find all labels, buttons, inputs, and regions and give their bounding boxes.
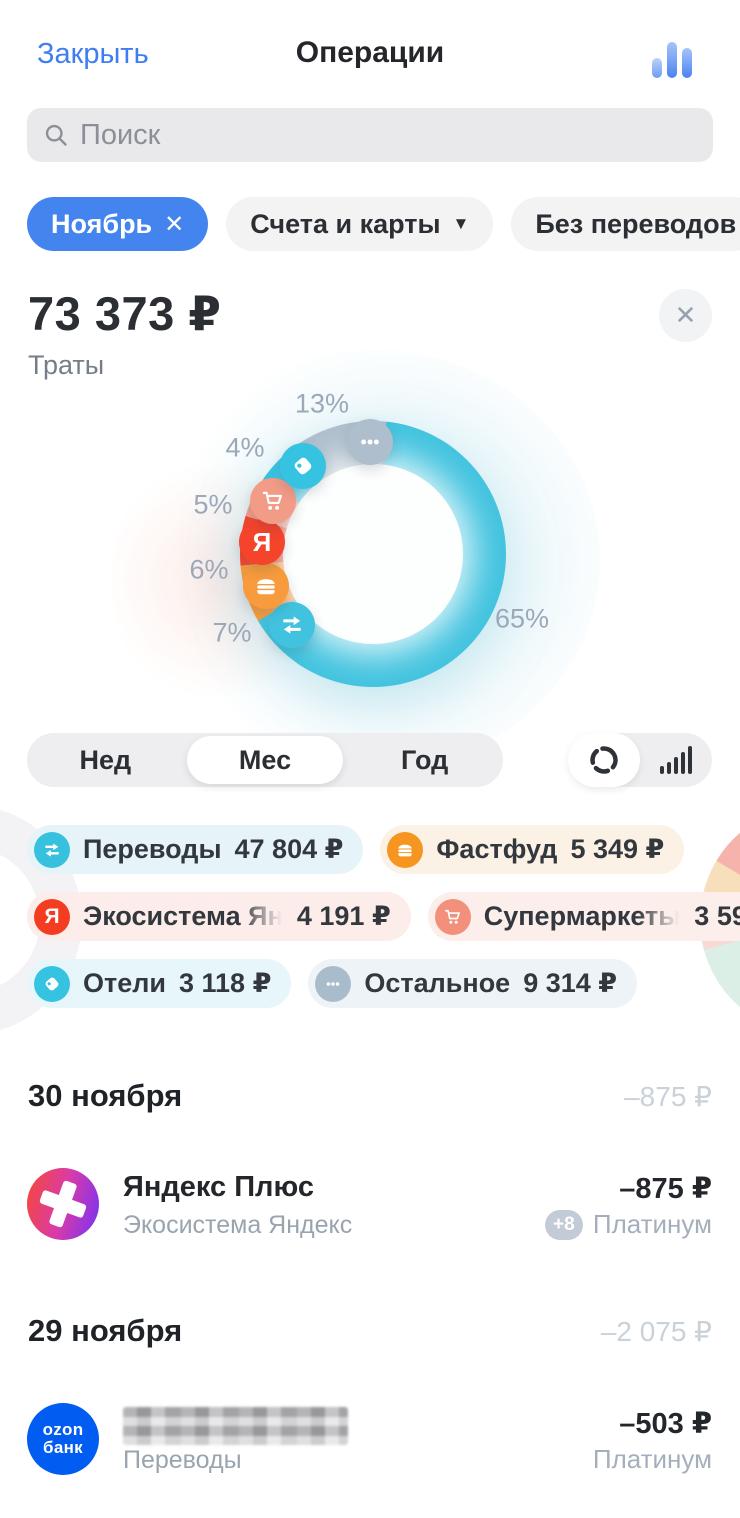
category-chip-transfers[interactable]: Переводы 47 804 ₽ — [27, 825, 364, 874]
donut-chart-icon — [588, 744, 620, 776]
ozon-bank-logo: ozon банк — [27, 1403, 99, 1475]
close-analytics-button[interactable]: ✕ — [659, 289, 712, 342]
date-label: 30 ноября — [28, 1078, 183, 1113]
date-total: –2 075 ₽ — [600, 1316, 712, 1347]
tag-icon — [34, 965, 70, 1002]
burger-icon[interactable] — [243, 563, 289, 609]
transaction-row[interactable]: Яндекс Плюс Экосистема Яндекс –875 ₽ +8 … — [27, 1168, 712, 1242]
bar-chart-icon — [660, 746, 692, 774]
category-amount: 9 314 ₽ — [523, 968, 618, 998]
category-label: Супермаркеты — [483, 901, 682, 931]
close-button[interactable]: Закрыть — [37, 38, 149, 70]
total-spend-amount: 73 373 ₽ — [28, 287, 222, 340]
category-amount: 4 191 ₽ — [296, 901, 391, 931]
category-chip-hotels[interactable]: Отели 3 118 ₽ — [27, 959, 292, 1008]
filter-chip-row: Ноябрь ✕ Счета и карты ▼ Без переводов — [27, 197, 740, 251]
category-label: Переводы — [83, 834, 222, 864]
filter-chip-no-transfers[interactable]: Без переводов — [511, 197, 740, 251]
filter-chip-label: Ноябрь — [51, 208, 153, 239]
filter-chip-label: Без переводов — [535, 208, 737, 239]
tag-icon[interactable] — [280, 443, 326, 489]
dots-icon — [315, 965, 352, 1002]
spending-donut-chart: 13% 65% 7% 6% 5% 4% Я — [0, 350, 740, 1035]
logo-text: ozon — [42, 1420, 84, 1439]
transaction-account: Платинум — [593, 1444, 712, 1475]
transaction-amount: –503 ₽ — [619, 1408, 712, 1440]
category-chip-yandex-ecosystem[interactable]: Я Экосистема Ян 4 191 ₽ — [27, 892, 411, 941]
redacted-transaction-title — [123, 1407, 348, 1445]
segment-percent-label: 7% — [212, 617, 252, 648]
bars-view-button[interactable] — [640, 733, 712, 787]
category-chip-supermarkets[interactable]: Супермаркеты 3 596 ₽ — [427, 892, 740, 941]
search-bar[interactable] — [27, 108, 713, 162]
category-label: Остальное — [364, 968, 511, 998]
filter-chip-month[interactable]: Ноябрь ✕ — [27, 197, 209, 251]
date-label: 29 ноября — [28, 1313, 183, 1348]
remove-filter-icon[interactable]: ✕ — [164, 210, 185, 238]
segment-percent-label: 5% — [193, 489, 233, 520]
yandex-icon[interactable]: Я — [239, 519, 285, 565]
transaction-category: Переводы — [123, 1446, 242, 1474]
account-name: Платинум — [592, 1209, 712, 1239]
donut-view-button[interactable] — [568, 733, 640, 787]
cart-icon[interactable] — [250, 478, 296, 524]
date-total: –875 ₽ — [624, 1081, 712, 1112]
bar-short — [652, 58, 662, 78]
donut-hole — [283, 464, 463, 644]
category-label: Фастфуд — [436, 834, 558, 864]
segment-percent-label: 6% — [189, 554, 229, 585]
transaction-account: +8 Платинум — [544, 1209, 712, 1240]
bar-chart-icon[interactable] — [650, 34, 694, 78]
date-header: 30 ноября –875 ₽ — [28, 1078, 712, 1114]
bar-medium — [682, 48, 692, 78]
period-segmented-control: Нед Мес Год — [27, 733, 503, 787]
segment-percent-label: 65% — [494, 603, 550, 634]
transfer-arrows-icon — [34, 831, 70, 868]
bar-tall — [667, 42, 677, 78]
cart-icon — [434, 898, 471, 935]
transaction-category: Экосистема Яндекс — [123, 1211, 353, 1239]
logo-text: банк — [43, 1438, 83, 1457]
category-amount: 3 118 ₽ — [179, 968, 272, 998]
cashback-badge: +8 — [544, 1209, 583, 1240]
category-chip-fastfood[interactable]: Фастфуд 5 349 ₽ — [380, 825, 685, 874]
category-chip-other[interactable]: Остальное 9 314 ₽ — [308, 959, 638, 1008]
category-amount: 5 349 ₽ — [570, 834, 665, 864]
search-input[interactable] — [80, 118, 697, 152]
segment-percent-label: 4% — [225, 432, 265, 463]
transaction-amount: –875 ₽ — [619, 1173, 712, 1205]
filter-chip-accounts[interactable]: Счета и карты ▼ — [226, 197, 494, 251]
filter-chip-label: Счета и карты — [250, 208, 441, 239]
burger-icon — [387, 831, 424, 868]
category-legend: Переводы 47 804 ₽ Фастфуд 5 349 ₽ Я Экос… — [27, 825, 740, 1008]
dots-icon[interactable] — [347, 419, 393, 465]
segment-percent-label: 13% — [294, 388, 350, 419]
category-label: Экосистема Ян — [83, 901, 284, 931]
yandex-plus-logo — [27, 1168, 99, 1240]
category-amount: 3 596 ₽ — [694, 901, 740, 931]
category-amount: 47 804 ₽ — [234, 834, 344, 864]
category-label: Отели — [83, 968, 166, 998]
total-spend-label: Траты — [28, 350, 105, 380]
transaction-row[interactable]: ozon банк Переводы –503 ₽ Платинум — [27, 1403, 712, 1477]
transfer-arrows-icon[interactable] — [269, 602, 315, 648]
chevron-down-icon: ▼ — [452, 214, 470, 233]
search-icon — [43, 122, 70, 149]
yandex-icon: Я — [34, 898, 70, 935]
chart-view-toggle — [568, 733, 712, 787]
tab-year[interactable]: Год — [401, 744, 449, 775]
account-name: Платинум — [592, 1444, 712, 1474]
tab-week[interactable]: Нед — [79, 744, 132, 775]
header: Закрыть Операции — [0, 30, 740, 78]
date-header: 29 ноября –2 075 ₽ — [28, 1313, 712, 1349]
page-title: Операции — [295, 36, 445, 69]
transaction-title: Яндекс Плюс — [123, 1171, 314, 1203]
tab-month[interactable]: Мес — [186, 736, 344, 784]
